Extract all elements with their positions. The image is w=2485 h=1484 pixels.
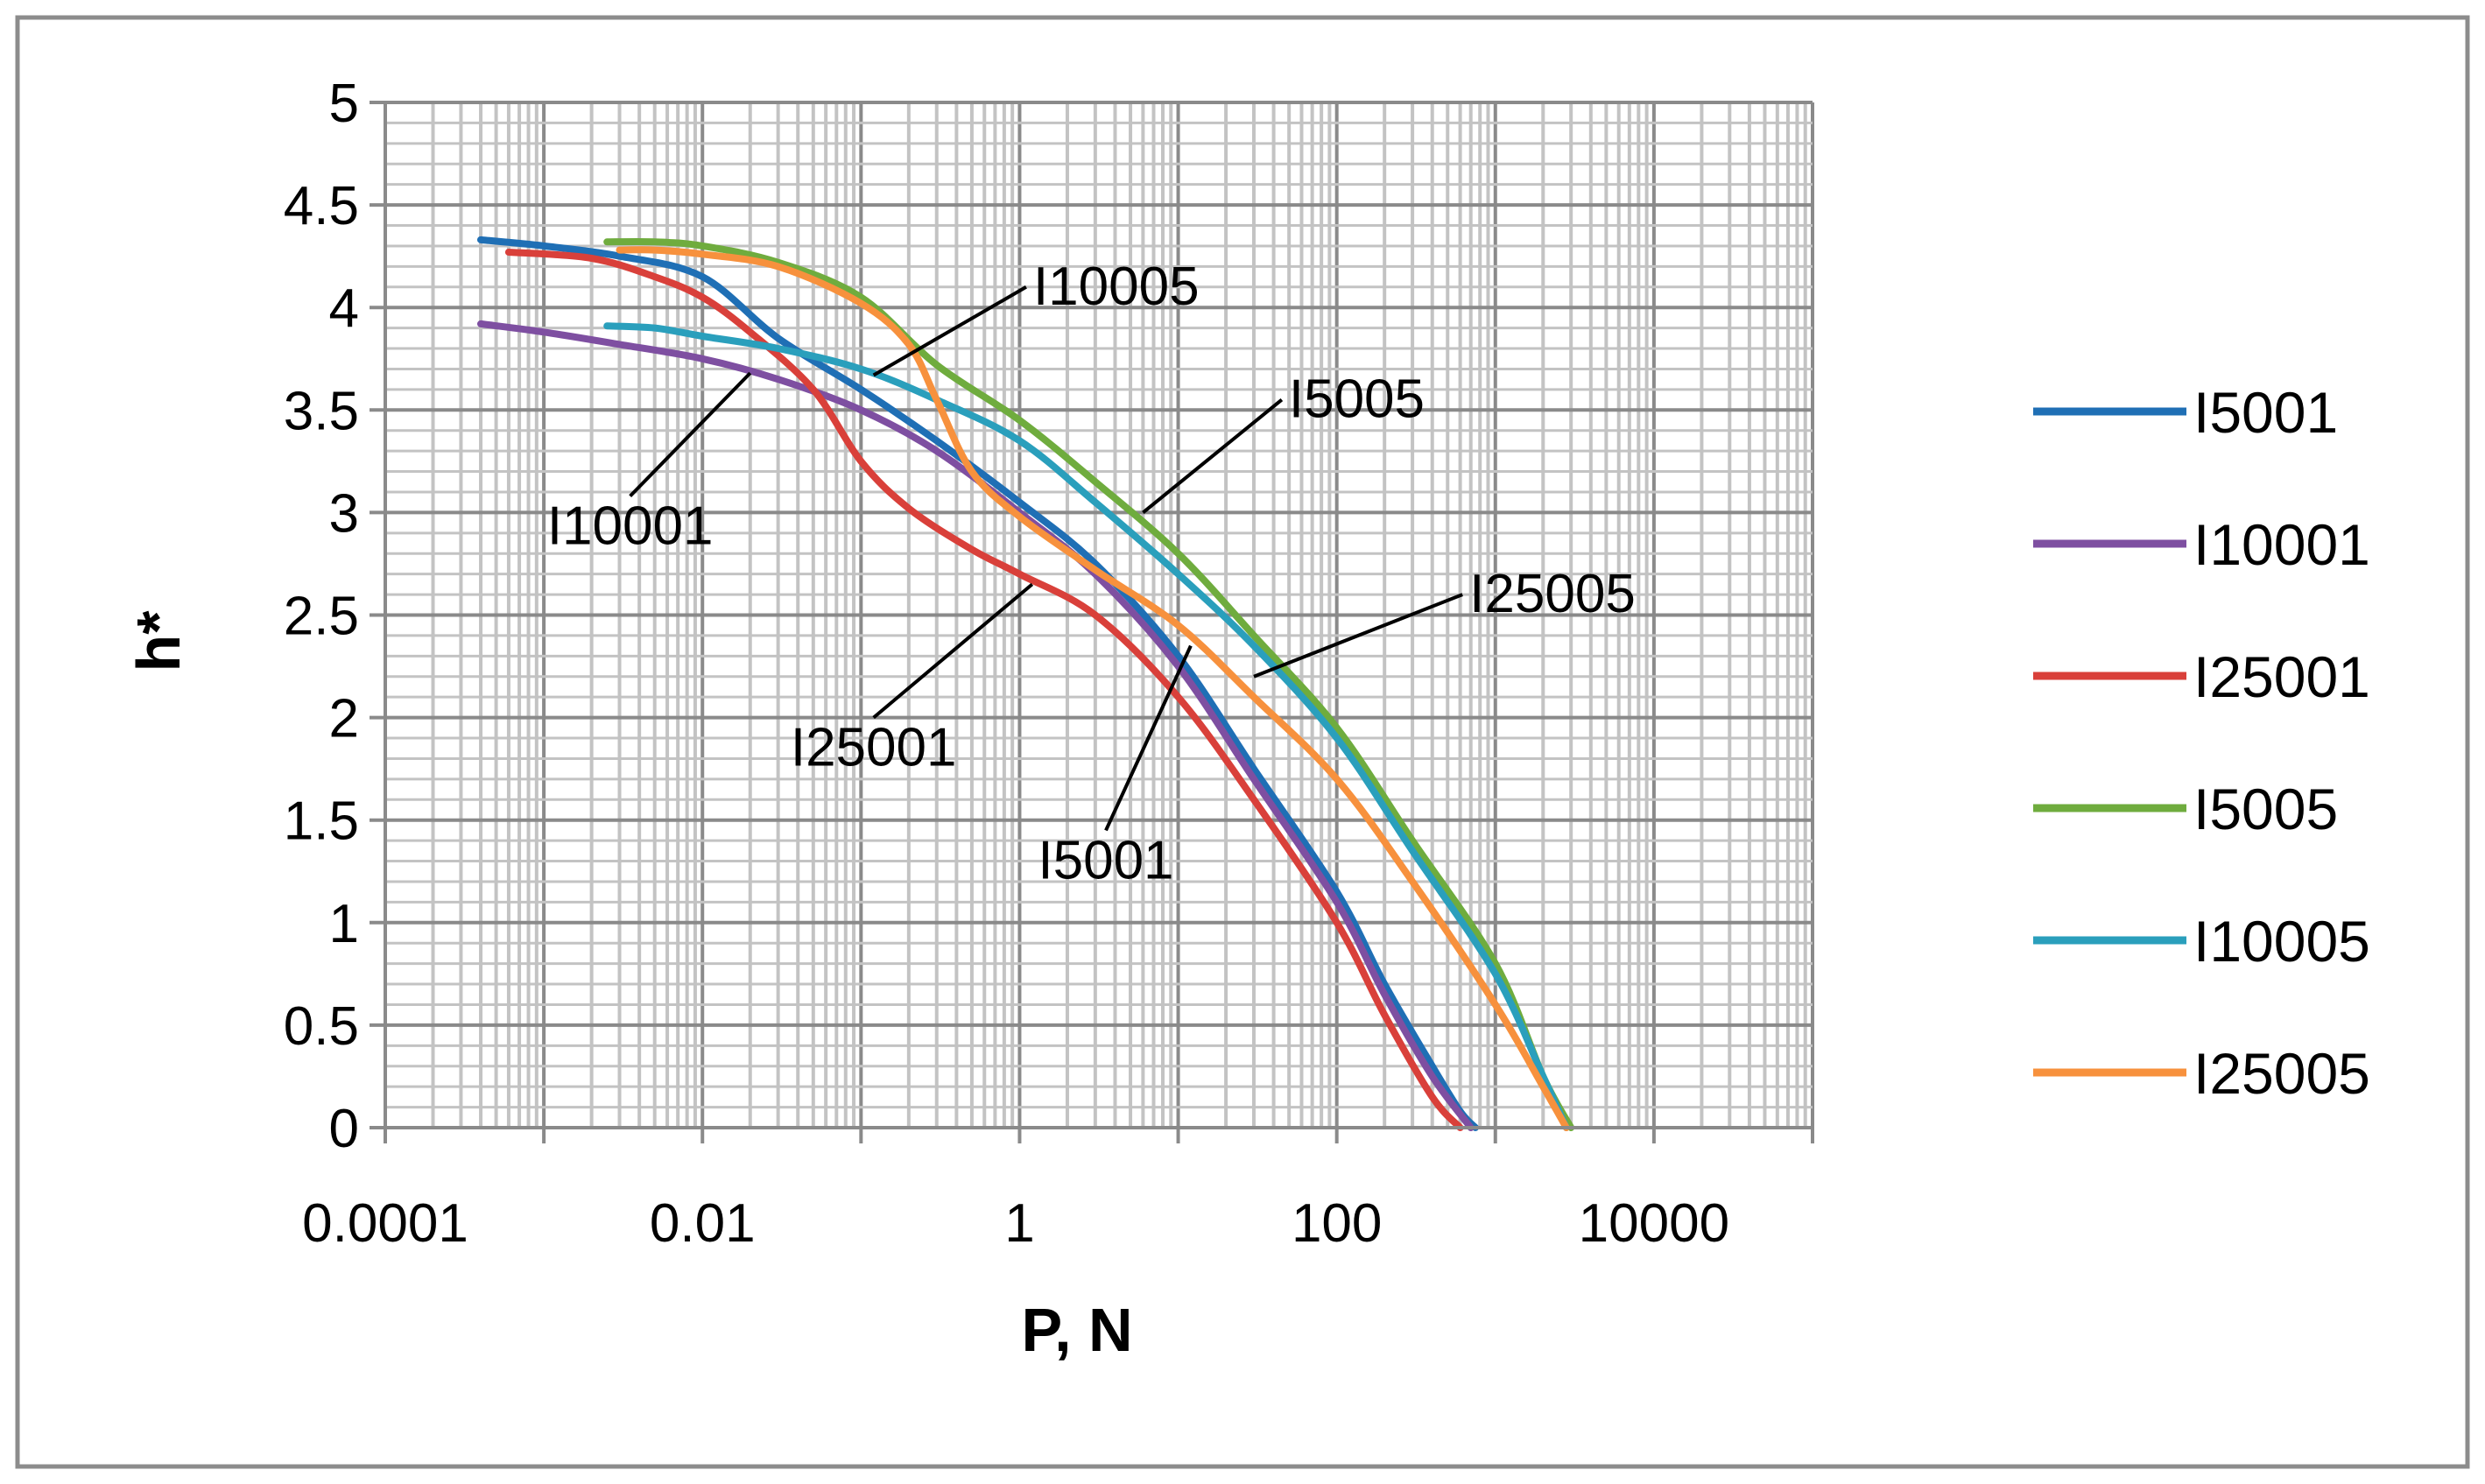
annotation-leader-i10001 — [629, 371, 752, 498]
annotation-leader-i5005 — [1142, 398, 1284, 514]
y-tick-label: 4.5 — [284, 176, 359, 236]
y-tick-label: 1 — [329, 894, 359, 954]
legend-label-i10001: I10001 — [2193, 512, 2370, 577]
y-tick-label: 3 — [329, 483, 359, 544]
annotation-leader-i5001 — [1104, 644, 1193, 832]
series-line-i5005 — [603, 237, 1575, 1131]
y-tick-label: 0.5 — [284, 996, 359, 1057]
axes: 0 0.5 1 1.5 2 2.5 3 3.5 4 4.5 5 0.0001 0.01 1 100 10000… — [124, 74, 1814, 1364]
annotation-label-i5001: I5001 — [1038, 830, 1173, 890]
y-tick-label: 2.5 — [284, 587, 359, 647]
legend: I5001 I10001 I25001 I5005 I10005 I25005 — [2033, 380, 2370, 1106]
series-line-i25005 — [616, 246, 1570, 1131]
annotation-leader-i25001 — [872, 582, 1034, 720]
x-tick-label: 1 — [1004, 1193, 1034, 1254]
annotation-leader-i25005 — [1253, 593, 1463, 679]
series-line-i25001 — [504, 249, 1464, 1131]
x-tick-label: 10000 — [1579, 1193, 1729, 1254]
y-tick-label: 3.5 — [284, 381, 359, 441]
annotation-label-i5005: I5005 — [1289, 369, 1425, 430]
legend-label-i25001: I25001 — [2193, 644, 2370, 709]
x-tick-label: 100 — [1292, 1193, 1382, 1254]
annotations: I10005 I10001 I5005 I25005 I25001 I5001 — [547, 257, 1636, 891]
series-line-i10005 — [603, 322, 1570, 1131]
annotation-label-i10001: I10001 — [547, 496, 714, 557]
annotation-leader-i10005 — [872, 285, 1027, 377]
x-axis-title: P, N — [1021, 1296, 1132, 1364]
series-lines — [477, 236, 1575, 1131]
legend-label-i10005: I10005 — [2193, 909, 2370, 974]
x-tick-label: 0.0001 — [302, 1193, 468, 1254]
annotation-label-i25005: I25005 — [1469, 564, 1636, 624]
series-line-i5001 — [477, 236, 1480, 1131]
y-tick-label: 0 — [329, 1099, 359, 1159]
y-tick-label: 1.5 — [284, 791, 359, 852]
y-tick-label: 5 — [329, 74, 359, 134]
chart-border — [15, 15, 2470, 1469]
x-tick-label: 0.01 — [650, 1193, 756, 1254]
y-tick-label: 2 — [329, 689, 359, 749]
legend-label-i5001: I5001 — [2193, 380, 2338, 445]
annotation-label-i10005: I10005 — [1033, 257, 1200, 317]
y-axis-title: h* — [124, 610, 193, 672]
legend-label-i5005: I5005 — [2193, 777, 2338, 841]
y-tick-label: 4 — [329, 278, 359, 339]
annotation-label-i25001: I25001 — [791, 718, 957, 778]
legend-label-i25005: I25005 — [2193, 1041, 2370, 1106]
